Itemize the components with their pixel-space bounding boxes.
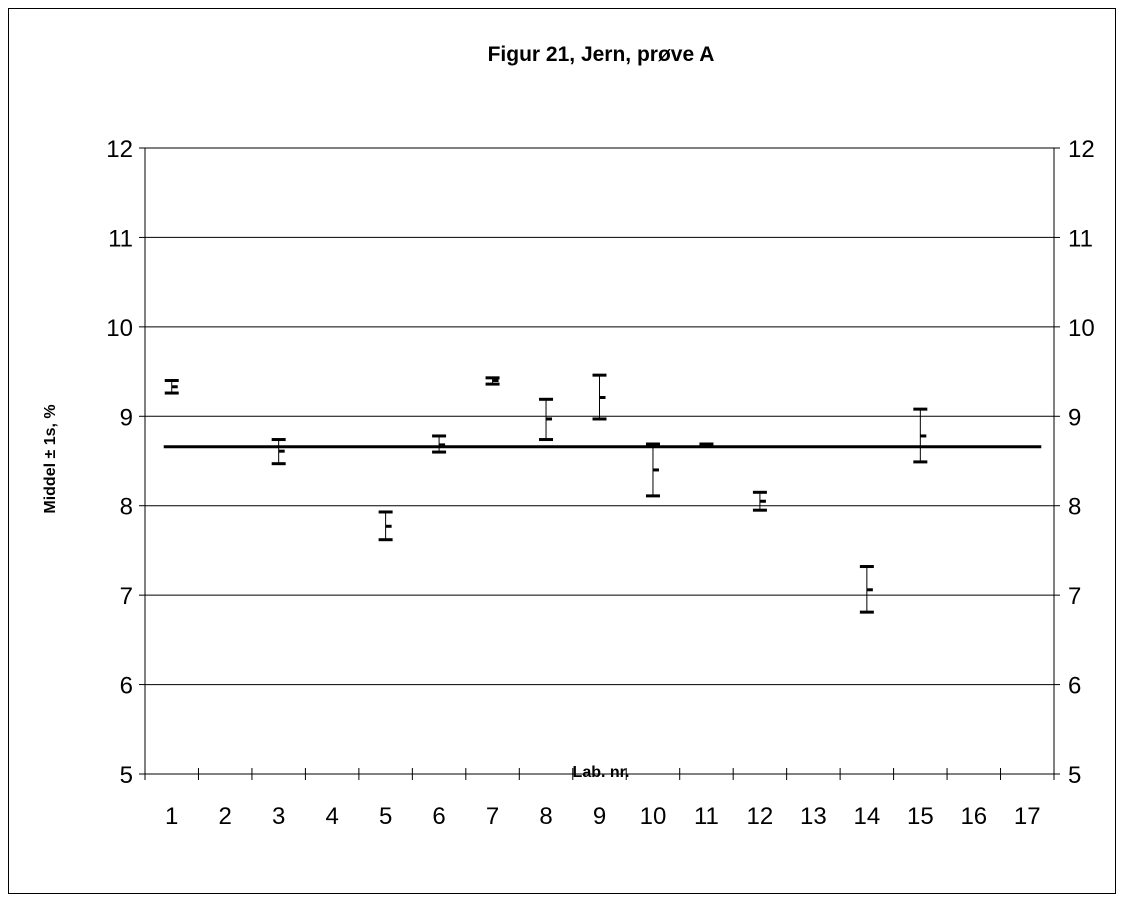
y-tick-label-right: 8: [1068, 494, 1081, 521]
y-tick-label-right: 5: [1068, 762, 1081, 789]
error-bar: [699, 442, 714, 448]
x-tick-label: 2: [219, 803, 232, 830]
y-tick-label-right: 10: [1068, 315, 1095, 342]
x-tick-label: 3: [272, 803, 285, 830]
x-tick-label: 5: [379, 803, 392, 830]
x-tick-label: 1: [165, 803, 178, 830]
y-tick-label-left: 10: [106, 315, 133, 342]
x-tick-label: 12: [747, 803, 774, 830]
error-bar: [378, 510, 393, 542]
x-tick-label: 16: [960, 803, 987, 830]
error-bar: [485, 376, 500, 386]
error-bar: [645, 442, 660, 498]
x-tick-label: 17: [1014, 803, 1041, 830]
y-tick-label-left: 6: [120, 673, 133, 700]
error-bar: [913, 407, 928, 464]
error-bar: [859, 565, 874, 614]
grid-lines: [145, 147, 1054, 686]
y-tick-label-right: 12: [1068, 136, 1095, 163]
chart-title: Figur 21, Jern, prøve A: [488, 43, 715, 66]
y-tick-label-left: 9: [120, 404, 133, 431]
y-tick-label-right: 7: [1068, 583, 1081, 610]
chart-svg: Figur 21, Jern, prøve A 5 56 67 78 89 910 1011…: [42, 43, 1095, 830]
x-tick-label: 9: [593, 803, 606, 830]
y-tick-label-left: 11: [108, 225, 133, 252]
x-tick-label: 8: [539, 803, 552, 830]
x-axis-label: Lab. nr.: [573, 764, 630, 781]
y-tick-label-right: 6: [1068, 673, 1081, 700]
y-tick-label-left: 7: [120, 583, 133, 610]
chart-frame: Figur 21, Jern, prøve A 5 5 6 6 7 7 8 8 9 9 10 10 11…: [8, 8, 1116, 894]
error-bar: [752, 490, 767, 512]
y-tick-label-left: 8: [120, 494, 133, 521]
x-tick-label: 4: [325, 803, 338, 830]
error-bar: [592, 373, 607, 421]
x-tick-label: 6: [432, 803, 445, 830]
x-tick-label: 10: [640, 803, 667, 830]
x-tick-label: 7: [486, 803, 499, 830]
axes: [139, 147, 1060, 780]
x-tick-label: 15: [907, 803, 934, 830]
y-tick-label-right: 11: [1068, 225, 1093, 252]
y-tick-label-left: 5: [120, 762, 133, 789]
error-bar: [539, 397, 554, 442]
y-axis-label: Middel ± 1s, %: [42, 404, 59, 513]
y-tick-label-left: 12: [106, 136, 133, 163]
x-tick-label: 11: [694, 803, 719, 830]
error-bar: [271, 438, 286, 466]
x-tick-label: 14: [854, 803, 881, 830]
error-bars: [164, 373, 928, 614]
y-tick-label-right: 9: [1068, 404, 1081, 431]
error-bar: [432, 434, 447, 454]
error-bar: [164, 379, 179, 395]
x-tick-label: 13: [800, 803, 827, 830]
